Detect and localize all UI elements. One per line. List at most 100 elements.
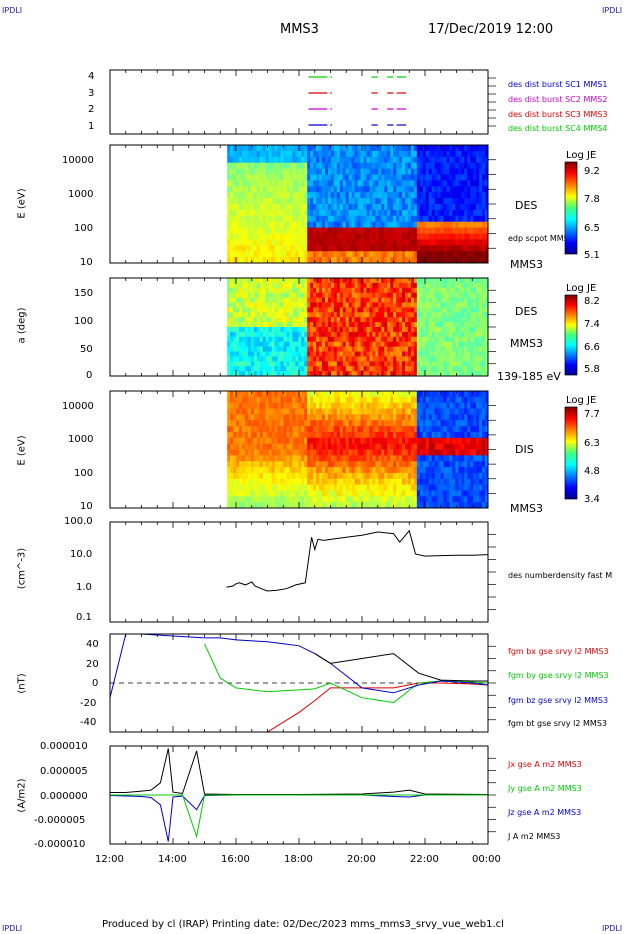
heatmap-cell	[271, 361, 276, 367]
heatmap-cell	[363, 420, 368, 427]
heatmap-cell	[422, 402, 427, 410]
heatmap-cell	[277, 239, 282, 246]
heatmap-cell	[247, 472, 252, 480]
heatmap-cell	[313, 496, 317, 503]
heatmap-cell	[467, 204, 471, 211]
heatmap-cell	[268, 472, 273, 480]
heatmap-cell	[253, 371, 258, 376]
heatmap-cell	[339, 408, 344, 415]
heatmap-cell	[319, 371, 323, 376]
heatmap-cell	[410, 356, 415, 362]
heatmap-cell	[372, 257, 376, 263]
heatmap-cell	[236, 150, 240, 158]
heatmap-cell	[265, 461, 270, 468]
heatmap-cell	[410, 361, 415, 367]
heatmap-cell	[384, 245, 388, 252]
heatmap-cell	[277, 317, 282, 323]
heatmap-cell	[428, 331, 433, 338]
heatmap-cell	[467, 221, 471, 229]
heatmap-cell	[345, 331, 350, 338]
heatmap-cell	[369, 502, 374, 508]
heatmap-cell	[327, 282, 332, 289]
heatmap-cell	[425, 198, 430, 205]
heatmap-cell	[354, 287, 359, 294]
heatmap-cell	[307, 287, 311, 294]
heatmap-cell	[366, 426, 371, 433]
heatmap-cell	[247, 414, 252, 421]
heatmap-cell	[242, 327, 246, 333]
heatmap-cell	[339, 168, 344, 176]
heatmap-cell	[244, 186, 249, 193]
heatmap-cell	[336, 312, 341, 318]
heatmap-cell	[274, 366, 279, 372]
heatmap-cell	[268, 396, 273, 404]
heatmap-cell	[322, 317, 326, 323]
heatmap-cell	[345, 150, 350, 158]
heatmap-cell	[485, 361, 488, 367]
heatmap-cell	[327, 351, 332, 357]
heatmap-cell	[227, 221, 231, 229]
heatmap-cell	[413, 396, 418, 404]
heatmap-cell	[345, 461, 350, 468]
heatmap-cell	[307, 322, 311, 328]
heatmap-cell	[259, 180, 264, 187]
heatmap-cell	[470, 287, 474, 294]
heatmap-cell	[345, 221, 350, 229]
heatmap-cell	[378, 307, 382, 313]
heatmap-cell	[357, 408, 362, 415]
heatmap-cell	[339, 239, 344, 246]
heatmap-cell	[369, 437, 374, 445]
heatmap-cell	[316, 174, 320, 181]
heatmap-cell	[247, 371, 252, 376]
heatmap-cell	[413, 408, 418, 415]
heatmap-cell	[399, 496, 403, 503]
heatmap-cell	[256, 227, 261, 235]
heatmap-cell	[348, 162, 353, 170]
heatmap-cell	[286, 215, 291, 223]
heatmap-cell	[405, 257, 409, 263]
heatmap-cell	[387, 307, 391, 313]
heatmap-cell	[425, 496, 430, 503]
heatmap-cell	[360, 327, 365, 333]
heatmap-cell	[384, 302, 388, 308]
heatmap-cell	[244, 351, 249, 357]
heatmap-cell	[289, 215, 293, 223]
heatmap-cell	[307, 198, 311, 205]
heatmap-cell	[369, 356, 374, 362]
heatmap-cell	[336, 302, 341, 308]
heatmap-cell	[434, 346, 439, 353]
heatmap-cell	[446, 312, 451, 318]
heatmap-cell	[242, 467, 246, 474]
heatmap-cell	[277, 396, 282, 404]
heatmap-cell	[268, 180, 273, 187]
heatmap-cell	[250, 366, 255, 372]
heatmap-cell	[304, 209, 308, 217]
heatmap-cell	[381, 251, 385, 258]
heatmap-cell	[227, 496, 231, 503]
heatmap-cell	[473, 307, 477, 313]
side-label-des: DES	[515, 199, 538, 212]
heatmap-cell	[479, 221, 483, 229]
heatmap-cell	[316, 472, 320, 480]
heatmap-cell	[319, 227, 323, 235]
heatmap-cell	[422, 180, 427, 187]
heatmap-cell	[324, 327, 329, 333]
heatmap-cell	[333, 287, 338, 294]
heatmap-cell	[425, 361, 430, 367]
heatmap-cell	[461, 204, 465, 211]
heatmap-cell	[242, 346, 246, 353]
heatmap-cell	[286, 168, 291, 176]
heatmap-cell	[342, 204, 347, 211]
heatmap-cell	[259, 361, 264, 367]
heatmap-cell	[449, 307, 454, 313]
heatmap-cell	[230, 322, 234, 328]
heatmap-cell	[250, 455, 255, 462]
heatmap-cell	[333, 502, 338, 508]
heatmap-cell	[295, 317, 299, 323]
heatmap-cell	[330, 239, 335, 246]
heatmap-cell	[405, 391, 409, 398]
heatmap-cell	[437, 251, 442, 258]
heatmap-cell	[277, 186, 282, 193]
heatmap-cell	[378, 402, 382, 410]
heatmap-cell	[354, 198, 359, 205]
